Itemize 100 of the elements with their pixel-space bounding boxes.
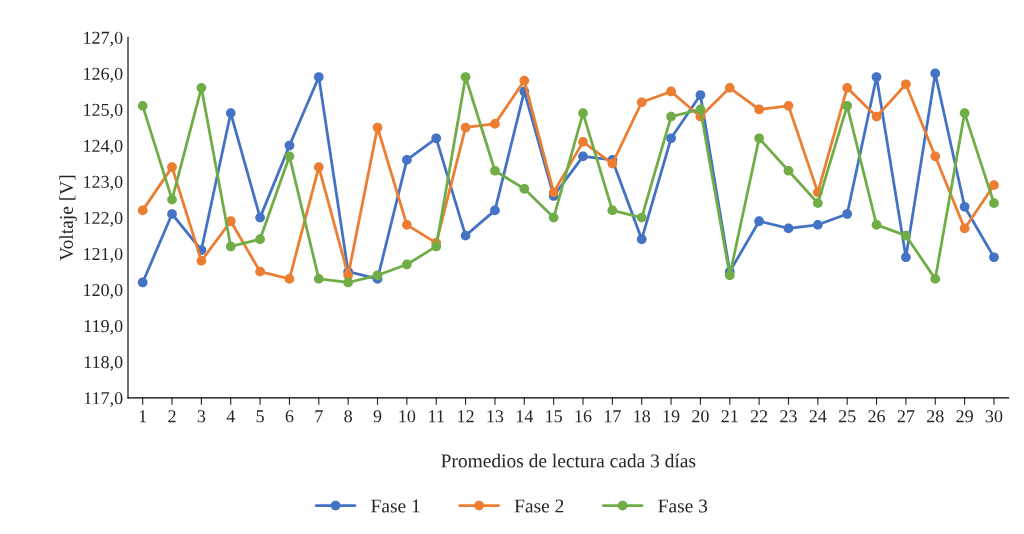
x-tick-label: 12 xyxy=(458,410,474,423)
point xyxy=(636,212,647,223)
x-tick-label: 3 xyxy=(197,410,206,423)
point xyxy=(901,252,911,263)
point xyxy=(137,205,148,216)
x-tick-label: 25 xyxy=(838,410,856,423)
x-tick-label: 10 xyxy=(399,410,416,423)
point xyxy=(167,209,177,219)
y-tick-label: 125,0 xyxy=(84,103,123,119)
point xyxy=(959,108,970,118)
point xyxy=(901,79,911,90)
point xyxy=(402,219,412,230)
y-tick-label: 121,0 xyxy=(84,247,123,263)
point xyxy=(871,72,882,82)
point xyxy=(313,274,324,284)
point xyxy=(255,212,265,223)
point xyxy=(842,101,853,111)
x-tick-label: 19 xyxy=(663,410,680,423)
x-tick-label: 8 xyxy=(344,410,352,423)
point xyxy=(255,234,265,245)
y-tick-label: 118,0 xyxy=(84,356,123,371)
point xyxy=(284,151,295,162)
point xyxy=(225,108,236,118)
point xyxy=(695,104,706,115)
point xyxy=(754,216,764,227)
point xyxy=(578,151,588,162)
y-tick-label: 117,0 xyxy=(84,392,123,407)
point xyxy=(313,162,324,172)
x-tick-label: 14 xyxy=(516,410,534,423)
point xyxy=(724,82,735,93)
x-tick-label: 21 xyxy=(721,410,738,423)
point xyxy=(548,212,559,223)
x-tick-label: 13 xyxy=(487,410,504,423)
x-tick-label: 23 xyxy=(780,410,797,423)
x-tick-label: 30 xyxy=(985,410,1003,423)
point xyxy=(871,111,882,122)
point xyxy=(901,230,911,241)
point xyxy=(666,86,676,97)
x-tick-label: 29 xyxy=(956,410,973,423)
point xyxy=(666,111,676,122)
point xyxy=(959,201,970,212)
x-axis-title: Promedios de lectura cada 3 días xyxy=(441,453,696,468)
point xyxy=(930,68,941,79)
point xyxy=(196,256,207,266)
point xyxy=(196,82,207,93)
y-tick-label: 123,0 xyxy=(84,175,123,191)
x-tick-label: 16 xyxy=(575,410,592,423)
point xyxy=(255,266,265,277)
point xyxy=(431,133,442,144)
point xyxy=(490,119,500,129)
point xyxy=(284,140,295,151)
x-tick-label: 17 xyxy=(604,410,621,423)
x-tick-label: 20 xyxy=(692,410,709,423)
y-tick-label: 126,0 xyxy=(84,67,123,83)
point xyxy=(783,165,794,176)
point xyxy=(284,274,295,284)
x-tick-label: 15 xyxy=(546,410,562,423)
legend-label: Fase 2 xyxy=(514,499,564,513)
legend-label: Fase 1 xyxy=(371,499,420,513)
point xyxy=(313,72,324,82)
x-tick-label: 9 xyxy=(373,410,382,423)
point xyxy=(519,75,530,86)
y-tick-label: 120,0 xyxy=(84,283,123,299)
y-axis-title: Voltaje [V] xyxy=(59,175,77,261)
point xyxy=(607,205,618,216)
legend-label: Fase 3 xyxy=(658,499,708,513)
point xyxy=(490,205,500,216)
point xyxy=(460,72,471,82)
point xyxy=(519,183,530,194)
x-tick-label: 24 xyxy=(809,410,827,423)
point xyxy=(724,270,735,281)
y-tick-label: 122,0 xyxy=(84,211,123,227)
x-tick-label: 26 xyxy=(868,410,886,423)
point xyxy=(989,180,999,191)
point xyxy=(842,209,853,219)
point xyxy=(636,234,647,245)
point xyxy=(431,241,442,252)
x-tick-label: 7 xyxy=(315,410,323,423)
point xyxy=(930,274,941,284)
point xyxy=(989,198,999,209)
x-tick-label: 22 xyxy=(750,410,768,423)
point xyxy=(137,101,148,111)
point xyxy=(578,137,588,147)
x-tick-label: 2 xyxy=(168,410,176,423)
point xyxy=(754,104,764,115)
x-tick-label: 4 xyxy=(226,410,235,423)
x-tick-label: 18 xyxy=(634,410,651,423)
x-tick-label: 6 xyxy=(285,410,294,423)
x-tick-label: 1 xyxy=(139,410,147,423)
point xyxy=(959,223,970,234)
point xyxy=(871,219,882,230)
x-tick-label: 27 xyxy=(897,410,915,423)
x-tick-label: 11 xyxy=(429,410,444,423)
point xyxy=(548,187,559,198)
y-tick-label: 119,0 xyxy=(84,320,123,335)
point xyxy=(460,122,471,133)
point xyxy=(636,97,647,108)
x-tick-label: 28 xyxy=(927,410,944,423)
point xyxy=(372,270,383,281)
point xyxy=(490,165,500,176)
